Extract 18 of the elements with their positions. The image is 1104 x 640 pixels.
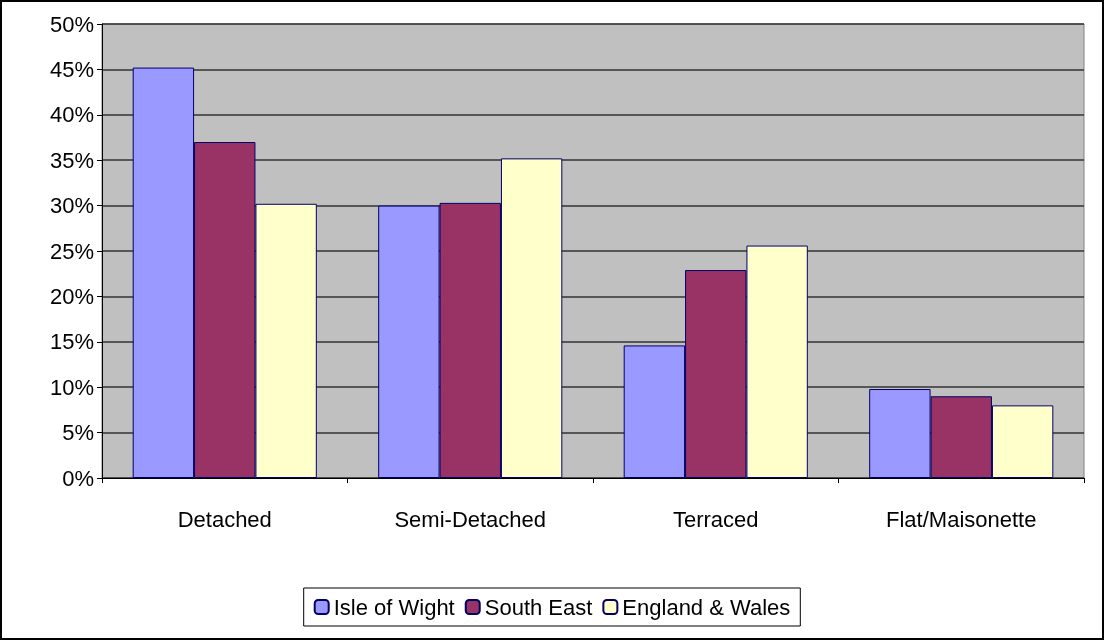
y-tick-label: 20% <box>49 283 94 309</box>
y-tick-label: 35% <box>49 147 94 173</box>
x-tick-label: Terraced <box>672 506 759 532</box>
y-tick-label: 5% <box>62 420 94 446</box>
y-tick-label: 50% <box>49 11 94 37</box>
y-tick-label: 45% <box>49 56 94 82</box>
y-tick-label: 25% <box>49 238 94 264</box>
x-tick-label: Detached <box>177 506 272 532</box>
y-tick-label: 40% <box>49 102 94 128</box>
x-tick-label: Semi-Detached <box>394 506 547 532</box>
legend-label: South East <box>484 594 593 620</box>
legend-label: England & Wales <box>622 594 791 620</box>
y-tick-label: 10% <box>49 374 94 400</box>
y-tick-label: 0% <box>62 465 94 491</box>
legend-label: Isle of Wight <box>333 594 455 620</box>
y-tick-label: 15% <box>49 329 94 355</box>
x-tick-label: Flat/Maisonette <box>886 506 1037 532</box>
y-tick-label: 30% <box>49 193 94 219</box>
